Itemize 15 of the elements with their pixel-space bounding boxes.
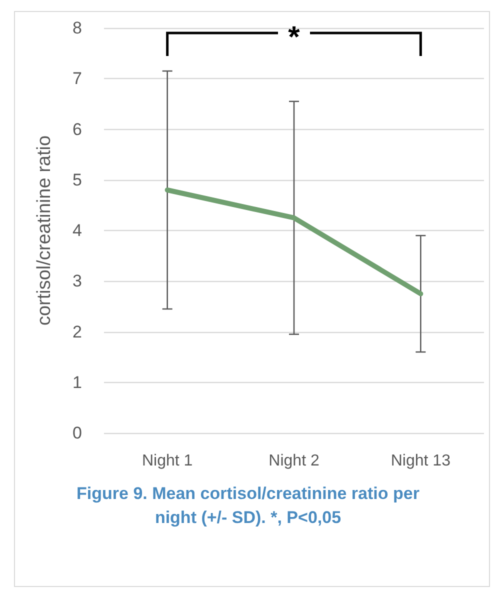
y-tick-label: 5 xyxy=(72,170,82,190)
annotation: * xyxy=(288,21,300,54)
x-tick-label: Night 1 xyxy=(142,452,193,470)
caption: Figure 9. Mean cortisol/creatinine ratio per night (+/- SD). *, P<0,05 xyxy=(76,483,420,529)
y-tick-label: 3 xyxy=(72,272,82,291)
y-axis-title: cortisol/creatinine ratio xyxy=(34,135,55,326)
y-tick-label: 0 xyxy=(72,424,82,442)
x-tick-label: Night 2 xyxy=(268,452,320,470)
y-tick-label: 7 xyxy=(72,69,82,88)
y-tick-label: 8 xyxy=(72,18,82,38)
y-tick-label: 4 xyxy=(72,221,82,240)
x-tick-label: Night 13 xyxy=(390,452,451,470)
y-tick-label: 6 xyxy=(72,120,82,139)
y-tick-label: 1 xyxy=(72,372,82,392)
y-tick-label: 2 xyxy=(72,322,82,342)
